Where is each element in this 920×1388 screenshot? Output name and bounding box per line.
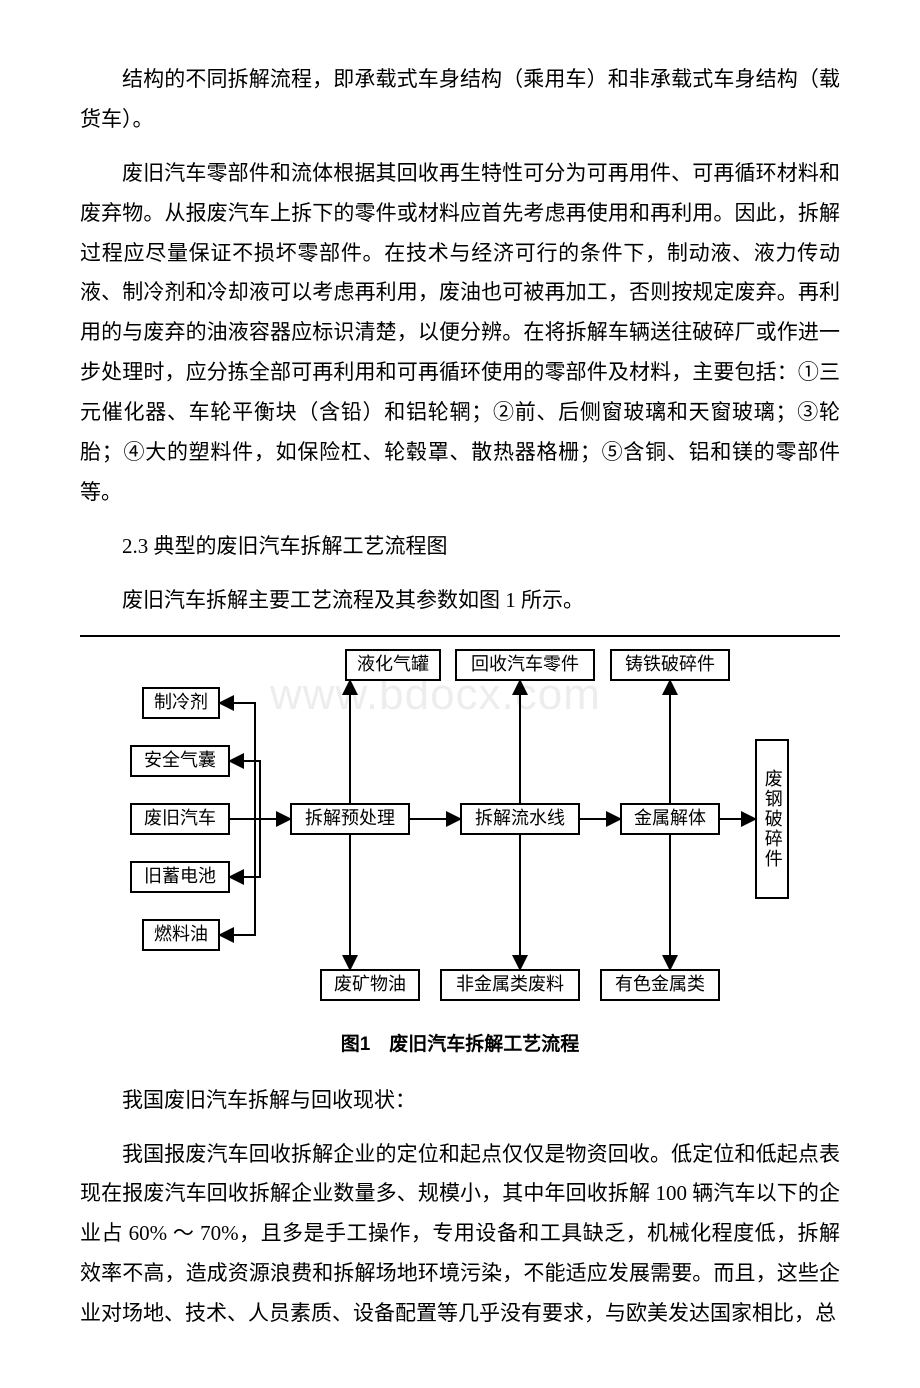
flowchart-node-pretreat: 拆解预处理 (290, 803, 410, 835)
flowchart-node-recycled-parts: 回收汽车零件 (455, 649, 595, 681)
paragraph-structure-types: 结构的不同拆解流程，即承载式车身结构（乘用车）和非承载式车身结构（载货车）。 (80, 60, 840, 140)
paragraph-recycling-overview: 废旧汽车零部件和流体根据其回收再生特性可分为可再用件、可再循环材料和废弃物。从报… (80, 154, 840, 513)
figure-1-caption: 图1 废旧汽车拆解工艺流程 (120, 1027, 800, 1063)
paragraph-china-status-body: 我国报废汽车回收拆解企业的定位和起点仅仅是物资回收。低定位和低起点表现在报废汽车… (80, 1135, 840, 1334)
flowchart-node-nonferrous: 有色金属类 (600, 969, 720, 1001)
flowchart-node-fuel-oil: 燃料油 (142, 919, 220, 951)
flowchart-node-refrigerant: 制冷剂 (142, 687, 220, 719)
paragraph-china-status-heading: 我国废旧汽车拆解与回收现状： (80, 1081, 840, 1121)
flowchart-node-steel-scrap: 废钢破碎件 (755, 739, 789, 899)
flowchart-node-airbag: 安全气囊 (130, 745, 230, 777)
flowchart-node-line: 拆解流水线 (460, 803, 580, 835)
paragraph-figure-intro: 废旧汽车拆解主要工艺流程及其参数如图 1 所示。 (80, 581, 840, 621)
flowchart-diagram: www.bdocx.com 液化气罐回收汽车零件铸铁破碎件制冷剂安全气囊废旧汽车… (120, 639, 800, 1019)
flowchart-node-liquefied-gas: 液化气罐 (345, 649, 441, 681)
flowchart-node-battery: 旧蓄电池 (130, 861, 230, 893)
figure-1-container: www.bdocx.com 液化气罐回收汽车零件铸铁破碎件制冷剂安全气囊废旧汽车… (120, 639, 800, 1063)
section-2-3-heading: 2.3 典型的废旧汽车拆解工艺流程图 (80, 527, 840, 567)
flowchart-node-old-vehicle: 废旧汽车 (130, 803, 230, 835)
flowchart-node-cast-iron: 铸铁破碎件 (610, 649, 730, 681)
flowchart-node-waste-oil: 废矿物油 (320, 969, 420, 1001)
horizontal-rule (80, 635, 840, 637)
flowchart-node-nonmetal: 非金属类废料 (440, 969, 580, 1001)
flowchart-node-metal-disassem: 金属解体 (620, 803, 720, 835)
